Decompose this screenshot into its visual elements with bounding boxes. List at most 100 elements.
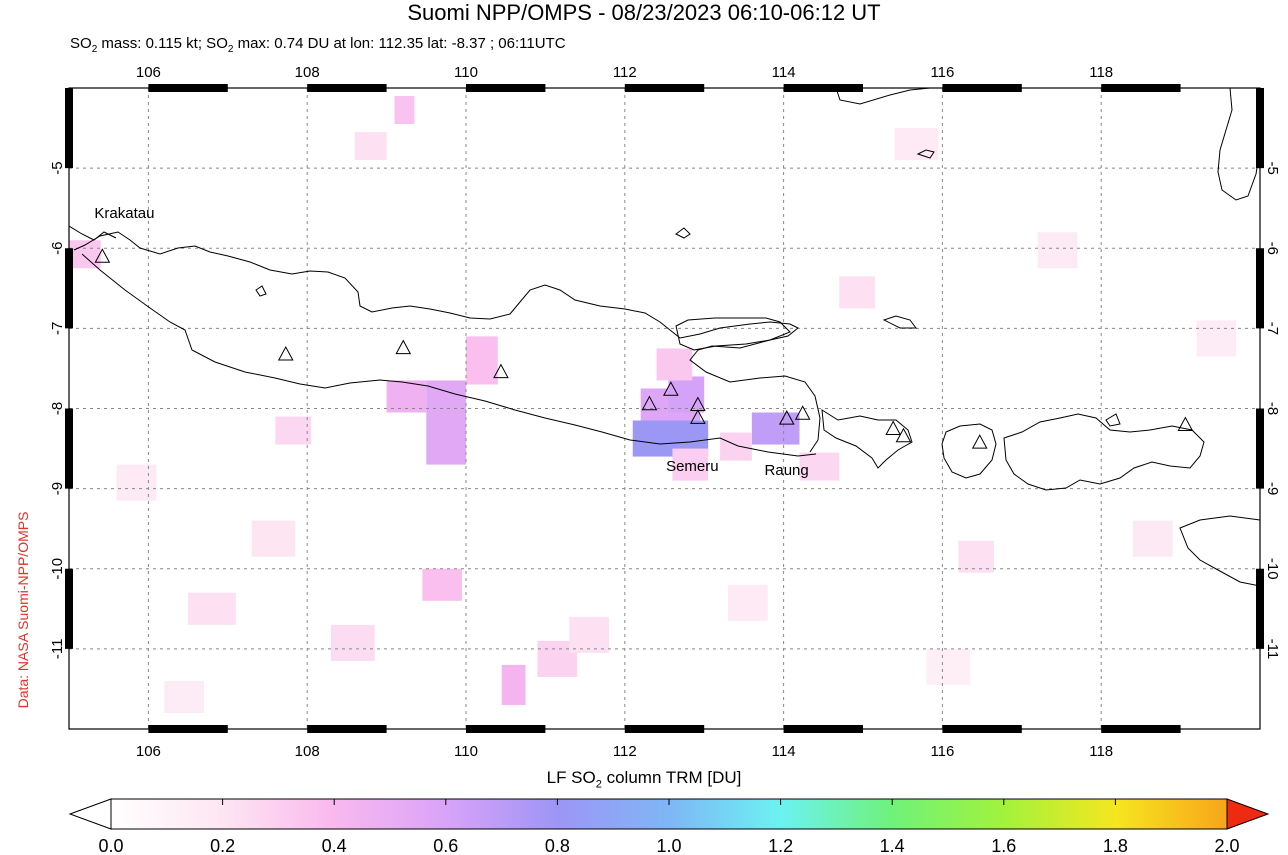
coastline-sumbawa — [1003, 413, 1205, 491]
frame-bar-left — [65, 408, 73, 489]
so2-cell — [569, 616, 609, 653]
so2-max-subscript: 2 — [227, 44, 234, 55]
coastline-sumba — [1179, 515, 1260, 587]
volcano-triangle — [690, 409, 706, 424]
so2-cell — [426, 380, 466, 465]
frame-bar-top — [466, 84, 546, 92]
so2-cell — [1037, 232, 1078, 269]
so2-cell — [164, 680, 204, 713]
colorbar-tick-label: 0.8 — [545, 836, 570, 855]
volcano-triangle — [971, 434, 988, 449]
colorbar-tick-label: 0.2 — [210, 836, 235, 855]
volcano-triangle — [94, 248, 111, 263]
lat-tick-label-right: -7 — [1264, 322, 1281, 335]
so2-mass-label: SO — [70, 35, 92, 52]
frame-bar-bottom — [624, 725, 705, 733]
so2-mass-subscript: 2 — [91, 44, 98, 55]
volcano-labels: Krakatau Semeru Raung — [94, 205, 808, 479]
colorbar-tick-label: 1.8 — [1103, 836, 1128, 855]
colorbar-under-arrow — [68, 798, 112, 830]
so2-max-text: max: 0.74 DU at lon: 112.35 lat: -8.37 ;… — [233, 35, 566, 52]
colorbar-label-pre: LF SO — [546, 768, 596, 787]
so2-cell — [751, 412, 800, 445]
so2-cell — [354, 132, 387, 161]
coastline-bawean — [675, 227, 691, 239]
lon-tick-label-bottom: 106 — [136, 743, 161, 760]
lon-tick-label-top: 118 — [1089, 64, 1113, 81]
colorbar-tick-label: 1.2 — [768, 836, 793, 855]
axis-tick-labels: 106 106 108 108 110 110 112 112 114 114 116 116 118 1… — [49, 64, 1281, 760]
volcano-label: Semeru — [666, 458, 719, 475]
so2-cell — [1132, 520, 1173, 557]
lon-tick-label-top: 108 — [295, 64, 320, 81]
frame-bar-left — [65, 248, 73, 329]
colorbar: 0.0 0.2 0.4 0.6 0.8 1.0 1.2 1.4 1.6 1.8 2.0 — [68, 798, 1270, 855]
volcano-label: Krakatau — [94, 205, 154, 222]
so2-cell — [926, 648, 971, 685]
volcano-triangle — [1177, 416, 1194, 432]
colorbar-tick-label: 1.0 — [656, 836, 681, 855]
so2-cell — [720, 432, 752, 461]
coastline-lombok — [941, 423, 997, 479]
so2-cell — [839, 276, 875, 309]
so2-cell — [894, 128, 939, 161]
so2-cell — [728, 584, 768, 621]
coastline-madura — [675, 317, 791, 351]
frame-bar-bottom — [1101, 725, 1181, 733]
so2-summary: SO2 mass: 0.115 kt; SO2 max: 0.74 DU at … — [70, 35, 566, 55]
colorbar-tick-label: 0.4 — [322, 836, 347, 855]
lon-tick-label-bottom: 112 — [613, 743, 637, 760]
lat-tick-label-right: -9 — [1264, 482, 1281, 495]
lon-tick-label-bottom: 116 — [930, 743, 954, 760]
so2-cell — [386, 380, 427, 413]
frame-bar-top — [783, 84, 863, 92]
coastline-islets — [255, 149, 1121, 427]
frame-bar-top — [307, 84, 387, 92]
lat-tick-label-right: -8 — [1264, 402, 1281, 415]
colorbar-label-subscript: 2 — [595, 778, 602, 791]
lon-tick-label-bottom: 110 — [454, 743, 478, 760]
lat-tick-label-left: -7 — [49, 322, 66, 335]
colorbar-tick-label: 1.4 — [880, 836, 905, 855]
so2-cell — [69, 240, 101, 269]
so2-cell — [331, 624, 375, 661]
frame-bar-right — [1256, 248, 1264, 329]
volcano-triangle — [885, 420, 902, 436]
coastlines — [69, 88, 1260, 587]
volcano-triangle — [895, 427, 912, 443]
so2-cell — [501, 664, 526, 705]
lat-tick-label-right: -11 — [1264, 639, 1281, 660]
so2-cell — [656, 348, 693, 381]
lon-tick-label-top: 112 — [613, 64, 637, 81]
so2-cell — [116, 464, 157, 501]
volcano-triangle — [778, 410, 795, 425]
frame-bar-left — [65, 568, 73, 649]
colorbar-over-arrow — [1226, 798, 1270, 830]
colorbar-tick-label: 1.6 — [991, 836, 1016, 855]
lon-tick-label-bottom: 108 — [295, 743, 320, 760]
so2-cell — [1196, 320, 1237, 357]
volcano-markers — [94, 248, 1194, 449]
coastline-java-north — [73, 231, 821, 453]
graticule — [69, 88, 1260, 729]
volcano-triangle — [395, 339, 412, 355]
volcano-triangle — [493, 363, 509, 379]
lat-tick-label-left: -11 — [49, 639, 66, 660]
lat-tick-label-left: -6 — [49, 242, 66, 255]
colorbar-tick-label: 0.6 — [433, 836, 458, 855]
lon-tick-label-top: 110 — [454, 64, 478, 81]
frame-bar-top — [148, 84, 228, 92]
lat-tick-label-left: -9 — [49, 482, 66, 495]
lat-tick-label-left: -8 — [49, 402, 66, 415]
coastline-java-south — [81, 253, 817, 457]
lat-tick-label-right: -6 — [1264, 242, 1281, 255]
lon-tick-label-bottom: 114 — [772, 743, 796, 760]
lon-tick-label-top: 106 — [136, 64, 161, 81]
so2-cell — [672, 448, 709, 481]
frame-bar-bottom — [307, 725, 387, 733]
so2-cell — [251, 520, 296, 557]
frame-bar-top — [942, 84, 1022, 92]
volcano-label: Raung — [765, 462, 809, 479]
volcano-triangle — [794, 405, 811, 420]
